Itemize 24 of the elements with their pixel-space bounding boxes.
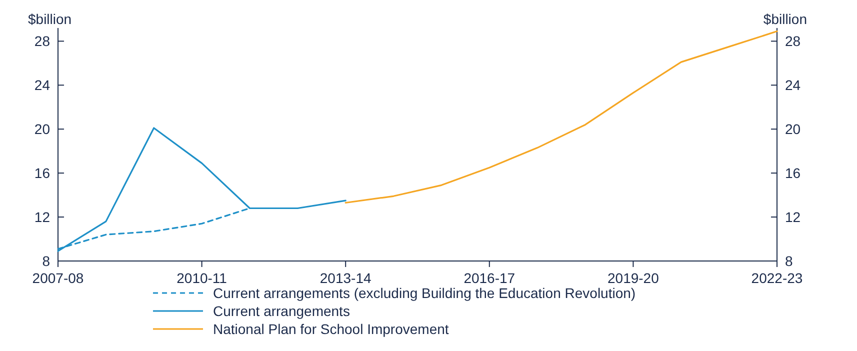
y-tick-label: 8 (42, 252, 50, 269)
y-axis-title: $billion (28, 11, 72, 27)
y-tick-label: 28 (34, 33, 50, 50)
y-tick-label: 24 (34, 77, 50, 94)
x-tick-label: 2007-08 (32, 270, 84, 286)
y2-tick-label: 28 (785, 33, 801, 50)
x-tick-label: 2016-17 (464, 270, 516, 286)
legend-label: National Plan for School Improvement (213, 320, 449, 337)
y2-tick-label: 12 (785, 208, 801, 225)
y2-tick-label: 24 (785, 77, 801, 94)
y2-axis-title: $billion (763, 11, 807, 27)
y-tick-label: 16 (34, 164, 50, 181)
y2-tick-label: 8 (785, 252, 793, 269)
legend-label: Current arrangements (213, 302, 350, 319)
x-tick-label: 2013-14 (320, 270, 372, 286)
x-tick-label: 2010-11 (176, 270, 228, 286)
line-series (344, 30, 778, 204)
y2-tick-label: 16 (785, 164, 801, 181)
x-tick-label: 2022-23 (751, 270, 803, 286)
legend-label: Current arrangements (excluding Building the Education Revolution) (213, 284, 636, 301)
y-tick-label: 12 (34, 208, 50, 225)
x-tick-label: 2019-20 (608, 270, 660, 286)
y-tick-label: 20 (34, 121, 50, 138)
y2-tick-label: 20 (785, 121, 801, 138)
